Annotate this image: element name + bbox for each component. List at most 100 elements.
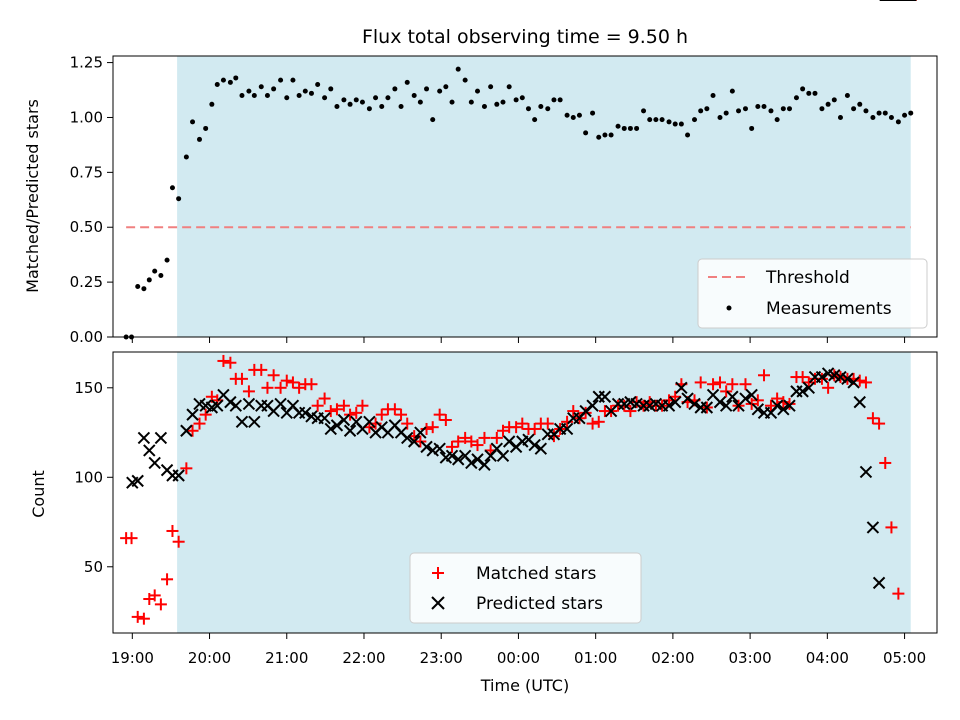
measurement-point: [494, 101, 500, 107]
matched-star-marker: [193, 417, 206, 430]
matched-star-marker: [452, 435, 465, 448]
count-x-tick-label: 19:00: [111, 649, 154, 667]
matched-star-marker: [224, 356, 237, 369]
matched-star-marker: [796, 371, 809, 384]
measurement-point: [659, 117, 665, 123]
measurement-point: [793, 95, 799, 101]
predicted-star-marker: [719, 399, 733, 412]
predicted-star-marker: [478, 458, 491, 471]
measurement-point: [786, 106, 792, 112]
measurement-point: [800, 86, 806, 92]
measurement-point: [152, 268, 158, 274]
predicted-marker-stroke: [841, 372, 854, 386]
measurement-point: [615, 123, 621, 129]
predicted-marker-stroke: [217, 388, 230, 402]
measurement-point: [164, 257, 170, 263]
predicted-star-marker: [841, 372, 854, 386]
matched-star-marker: [490, 431, 503, 444]
predicted-star-marker: [662, 399, 676, 412]
matched-star-marker: [166, 524, 179, 537]
predicted-marker-stroke: [796, 385, 809, 398]
legend-matched-label: Matched stars: [476, 564, 596, 584]
measurement-point: [831, 97, 837, 103]
matched-star-marker: [879, 456, 892, 469]
predicted-marker-stroke: [143, 444, 156, 457]
matched-star-marker: [465, 435, 478, 448]
predicted-star-marker: [745, 388, 758, 402]
predicted-star-marker: [180, 424, 193, 437]
measurement-point: [176, 196, 182, 202]
matched-star-marker: [771, 392, 784, 405]
measurement-point: [135, 284, 141, 290]
measurement-point: [627, 125, 633, 131]
matched-star-marker: [350, 406, 363, 419]
predicted-star-marker: [420, 440, 433, 454]
count-y-axis-title: Count: [29, 470, 48, 518]
matched-star-marker: [720, 385, 733, 398]
matched-star-marker: [541, 417, 554, 430]
matched-star-marker: [459, 431, 472, 444]
measurement-point: [608, 132, 614, 138]
measurement-point: [590, 110, 596, 116]
measurement-point: [685, 132, 691, 138]
count-y-tick-label: 50: [84, 558, 103, 576]
predicted-marker-stroke: [337, 413, 351, 427]
measurement-point: [704, 106, 710, 112]
predicted-marker-stroke: [630, 397, 643, 411]
measurement-point: [647, 117, 653, 123]
measurement-point: [506, 84, 512, 90]
matched-star-marker: [131, 610, 144, 623]
count-plot-frame: [112, 351, 938, 634]
measurement-point: [908, 110, 914, 116]
predicted-star-marker: [853, 395, 866, 409]
measurement-point: [851, 106, 857, 112]
measurement-point: [742, 106, 748, 112]
predicted-star-marker: [598, 390, 612, 403]
predicted-marker-stroke: [668, 395, 682, 409]
measurement-point: [653, 117, 659, 123]
measurement-point: [302, 88, 308, 94]
predicted-marker-stroke: [131, 474, 144, 488]
predicted-star-marker: [859, 465, 873, 479]
ratio-y-tick-label: 0.00: [70, 328, 103, 346]
measurement-point: [233, 75, 239, 81]
predicted-marker-stroke: [528, 438, 541, 452]
measurement-point: [417, 99, 423, 105]
predicted-marker-stroke: [821, 367, 835, 380]
predicted-star-marker: [528, 438, 541, 452]
measurement-point: [837, 114, 843, 120]
predicted-star-marker: [363, 415, 376, 429]
measurement-point: [806, 90, 812, 96]
predicted-star-marker: [872, 576, 886, 590]
matched-star-marker: [267, 369, 280, 382]
predicted-marker-stroke: [451, 453, 465, 466]
predicted-star-marker: [401, 431, 414, 445]
matched-star-marker: [324, 405, 337, 418]
predicted-marker-stroke: [193, 397, 206, 411]
predicted-star-marker: [560, 422, 574, 436]
count-panel: 50 100 150 19:00 20:00 21:00 22:00 23:00 00:00 0…: [29, 0, 938, 695]
matched-star-marker: [528, 422, 541, 435]
matched-star-marker: [758, 369, 771, 382]
matched-star-marker: [592, 415, 605, 428]
measurement-point: [315, 82, 321, 88]
predicted-marker-stroke: [274, 397, 287, 411]
measurement-point: [692, 117, 698, 123]
measurement-point: [328, 86, 334, 92]
matched-star-marker: [318, 392, 331, 405]
measurement-point: [761, 103, 767, 109]
ratio-y-tick-label: 0.50: [70, 218, 103, 236]
predicted-marker-stroke: [745, 388, 758, 402]
measurement-point: [736, 108, 742, 114]
measurement-point: [551, 97, 557, 103]
predicted-star-marker: [330, 419, 344, 432]
matched-star-marker: [286, 376, 299, 389]
measurement-point: [641, 108, 647, 114]
count-x-tick-label: 03:00: [728, 649, 771, 667]
predicted-marker-stroke: [534, 442, 548, 455]
ratio-legend: Threshold Measurements: [697, 258, 928, 329]
measurement-point: [359, 99, 365, 105]
predicted-marker-stroke: [330, 419, 344, 432]
measurement-point: [857, 101, 863, 107]
